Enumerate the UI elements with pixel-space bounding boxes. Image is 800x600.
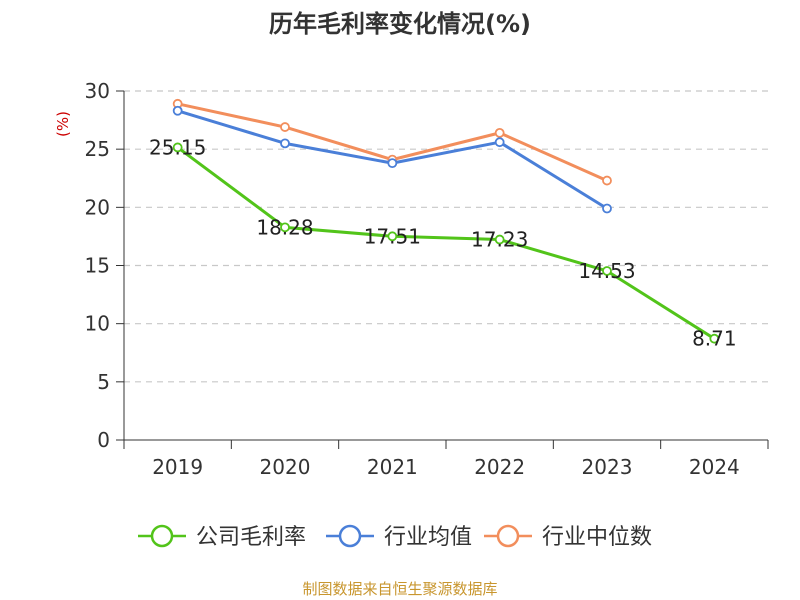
gridlines bbox=[124, 90, 768, 383]
x-tick-label: 2021 bbox=[367, 455, 418, 479]
legend-item[interactable]: 行业中位数 bbox=[484, 524, 652, 550]
legend-label: 行业中位数 bbox=[542, 525, 652, 550]
source-note: 制图数据来自恒生聚源数据库 bbox=[302, 580, 497, 598]
series-0 bbox=[172, 142, 720, 344]
chart-title: 历年毛利率变化情况(%) bbox=[269, 10, 531, 38]
data-label: 8.71 bbox=[692, 327, 737, 351]
x-tick-label: 2020 bbox=[260, 455, 311, 479]
data-point[interactable] bbox=[602, 266, 612, 276]
y-tick-label: 0 bbox=[97, 428, 110, 452]
data-point[interactable] bbox=[494, 234, 505, 245]
data-point[interactable] bbox=[280, 222, 290, 233]
data-label: 17.51 bbox=[364, 224, 421, 248]
axes: 0 5 10 15 20 25 30 2019 2020 2021 2022 2023 2024 bbox=[85, 79, 769, 479]
data-label: 14.53 bbox=[578, 259, 635, 283]
x-tick-label: 2019 bbox=[152, 455, 203, 479]
legend-item[interactable]: 公司毛利率 bbox=[138, 524, 306, 550]
legend-marker bbox=[150, 524, 174, 548]
y-tick-label: 5 bbox=[97, 370, 110, 394]
data-point[interactable] bbox=[172, 142, 183, 153]
data-point[interactable] bbox=[280, 138, 290, 149]
series-line bbox=[176, 146, 716, 340]
legend-label: 行业均值 bbox=[384, 525, 472, 550]
data-point[interactable] bbox=[494, 137, 505, 148]
data-point[interactable] bbox=[494, 127, 505, 138]
data-point[interactable] bbox=[602, 175, 612, 186]
y-tick-label: 25 bbox=[85, 137, 110, 161]
data-point[interactable] bbox=[709, 333, 720, 344]
legend-item[interactable]: 行业均值 bbox=[326, 524, 472, 550]
series-group: 25.15 18.28 17.51 17.23 14.53 8.71 bbox=[149, 98, 737, 351]
data-point[interactable] bbox=[172, 105, 183, 116]
x-tick-label: 2023 bbox=[582, 455, 633, 479]
data-label: 17.23 bbox=[471, 228, 528, 252]
legend-label: 公司毛利率 bbox=[196, 525, 306, 550]
y-tick-label: 10 bbox=[85, 312, 110, 336]
series-1 bbox=[172, 105, 612, 214]
data-point[interactable] bbox=[280, 122, 290, 132]
x-tick-label: 2022 bbox=[474, 455, 525, 479]
legend[interactable]: 公司毛利率 行业均值 行业中位数 bbox=[138, 524, 652, 550]
data-point[interactable] bbox=[387, 158, 398, 169]
y-tick-label: 15 bbox=[85, 254, 110, 278]
y-tick-label: 20 bbox=[85, 195, 110, 219]
legend-marker bbox=[496, 524, 520, 548]
x-tick-label: 2024 bbox=[689, 455, 740, 479]
y-axis-unit: (%) bbox=[54, 111, 72, 137]
legend-marker bbox=[338, 524, 362, 548]
y-tick-label: 30 bbox=[85, 79, 110, 103]
data-label: 25.15 bbox=[149, 135, 206, 159]
data-point[interactable] bbox=[387, 231, 398, 242]
data-label: 18.28 bbox=[256, 215, 313, 239]
data-point[interactable] bbox=[602, 203, 612, 214]
